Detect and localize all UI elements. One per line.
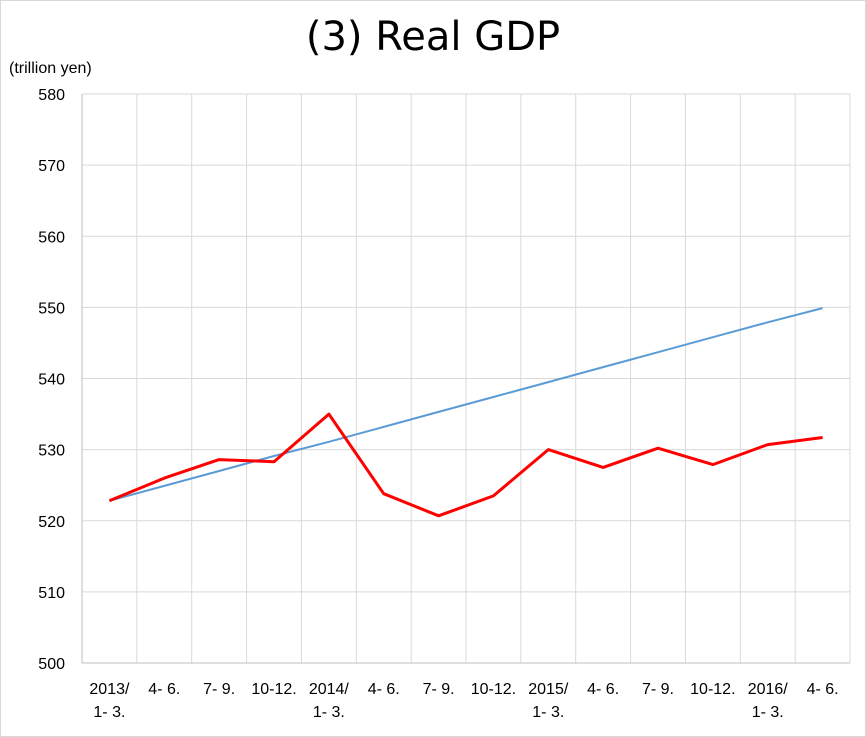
y-tick-label: 540 bbox=[38, 372, 65, 389]
x-tick-label: 4- 6. bbox=[807, 681, 839, 698]
x-tick-label: 2014/ bbox=[309, 681, 350, 698]
series-line-trend bbox=[109, 307, 823, 502]
x-tick-label: 10-12. bbox=[251, 681, 296, 698]
x-tick-label: 10-12. bbox=[690, 681, 735, 698]
x-tick-label: 1- 3. bbox=[93, 704, 125, 721]
y-tick-label: 570 bbox=[38, 158, 65, 175]
series-line-actual bbox=[108, 412, 823, 518]
x-tick-label: 1- 3. bbox=[313, 704, 345, 721]
x-tick-label: 2013/ bbox=[89, 681, 130, 698]
x-tick-label: 2016/ bbox=[748, 681, 789, 698]
x-tick-label: 4- 6. bbox=[148, 681, 180, 698]
x-tick-label: 10-12. bbox=[471, 681, 516, 698]
x-tick-label: 4- 6. bbox=[587, 681, 619, 698]
y-axis-unit-label: (trillion yen) bbox=[9, 60, 92, 77]
x-tick-label: 1- 3. bbox=[532, 704, 564, 721]
chart-title: (3) Real GDP bbox=[305, 14, 561, 60]
y-tick-label: 520 bbox=[38, 514, 65, 531]
y-tick-label: 560 bbox=[38, 229, 65, 246]
x-tick-label: 1- 3. bbox=[752, 704, 784, 721]
y-tick-label: 510 bbox=[38, 585, 65, 602]
x-tick-label: 7- 9. bbox=[642, 681, 674, 698]
y-tick-label: 530 bbox=[38, 443, 65, 460]
x-tick-label: 7- 9. bbox=[423, 681, 455, 698]
x-tick-label: 4- 6. bbox=[368, 681, 400, 698]
x-tick-label: 7- 9. bbox=[203, 681, 235, 698]
y-tick-label: 500 bbox=[38, 656, 65, 673]
y-tick-label: 580 bbox=[38, 87, 65, 104]
y-tick-label: 550 bbox=[38, 300, 65, 317]
x-tick-label: 2015/ bbox=[528, 681, 569, 698]
